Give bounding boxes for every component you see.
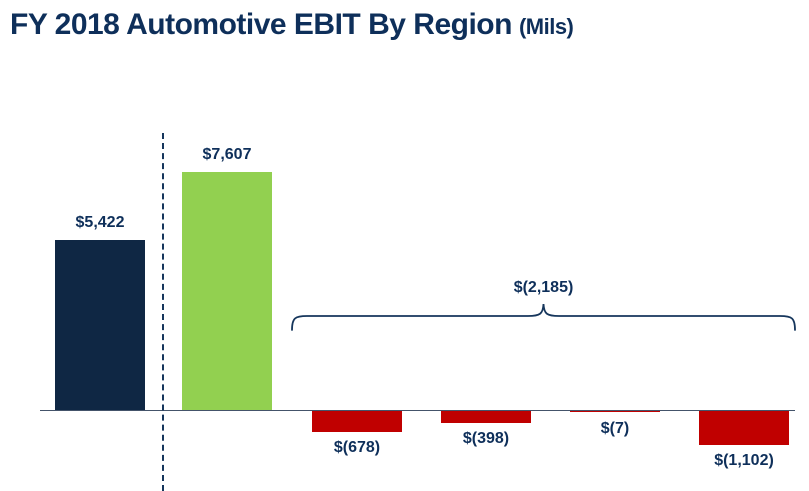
title-suffix: (Mils): [518, 14, 574, 39]
bar-3: [312, 411, 402, 433]
title-main: FY 2018 Automotive EBIT By Region: [10, 8, 512, 41]
bar-value-label-5: $(7): [600, 420, 630, 437]
bar-2: [182, 172, 272, 410]
curly-brace: [291, 303, 796, 331]
bar-value-label-6: $(1,102): [714, 452, 774, 470]
dashed-separator-line: [162, 133, 164, 491]
bar-value-label-3: $(678): [333, 439, 381, 457]
negative-total-label: $(2,185): [513, 279, 574, 296]
zero-axis-line: [40, 410, 795, 411]
bar-6: [699, 411, 789, 446]
bar-4: [441, 411, 531, 424]
bar-value-label-4: $(398): [462, 430, 510, 448]
page-title: FY 2018 Automotive EBIT By Region (Mils): [10, 8, 574, 42]
bar-value-label-2: $7,607: [202, 146, 252, 163]
bar-1: [55, 240, 145, 410]
bar-value-label-1: $5,422: [75, 214, 125, 232]
